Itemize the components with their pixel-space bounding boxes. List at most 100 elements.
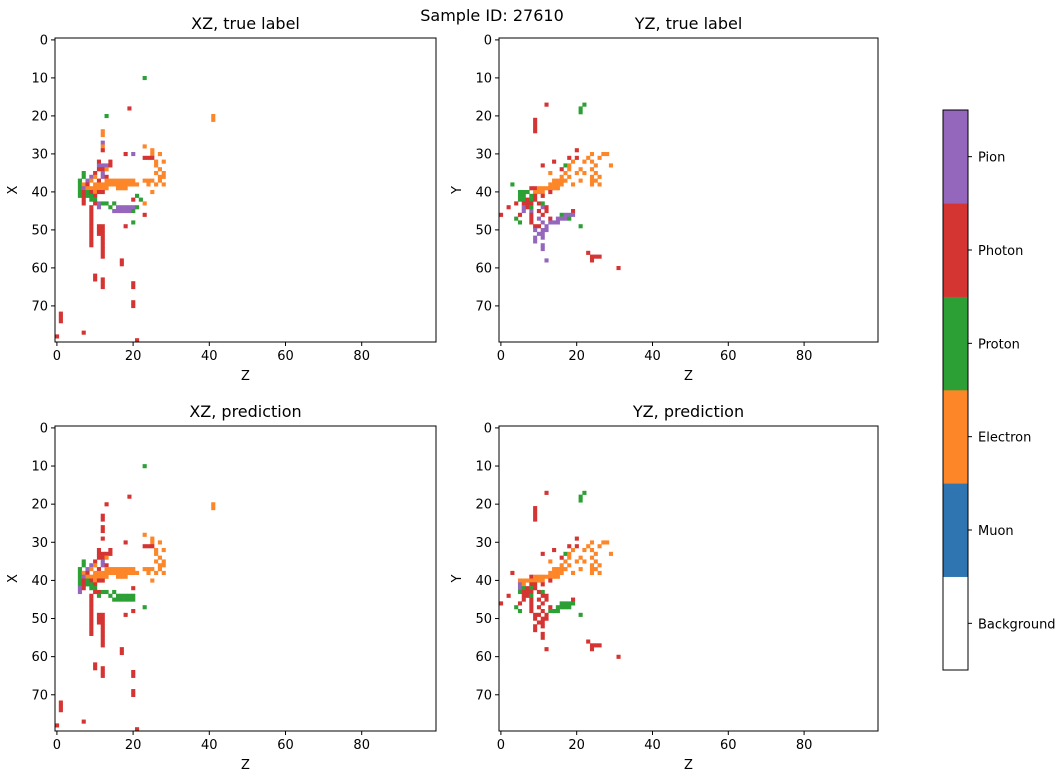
cell-photon (540, 582, 545, 587)
cell-electron (115, 574, 121, 579)
cell-photon (100, 616, 105, 621)
cell-electron (157, 555, 162, 560)
cell-proton (81, 559, 86, 564)
cell-electron (119, 570, 124, 575)
y-tick-label: 50 (31, 612, 48, 627)
cell-electron (582, 159, 587, 164)
cell-photon (131, 300, 136, 305)
cell-photon (544, 612, 549, 617)
cell-electron (601, 540, 606, 545)
cell-photon (533, 506, 538, 511)
cell-electron (552, 570, 557, 575)
panel-yz-true-label: YZ, true label 0 20 40 60 80 0 10 20 30 40 50 60 70 Z Y (450, 14, 879, 384)
cell-proton (108, 205, 113, 210)
x-tick-label: 0 (53, 738, 61, 753)
panel-title: YZ, true label (634, 14, 743, 33)
cell-electron (601, 152, 606, 157)
cell-photon (89, 597, 94, 602)
cell-photon (55, 334, 60, 339)
cell-proton (123, 593, 128, 598)
cell-pion (89, 563, 94, 568)
y-tick-label: 70 (475, 299, 492, 314)
cell-photon (93, 662, 98, 667)
cell-photon (108, 548, 113, 553)
y-tick-label: 20 (31, 498, 48, 513)
cell-photon (533, 125, 538, 130)
cell-photon (499, 212, 504, 217)
cell-electron (586, 155, 591, 160)
cell-photon (142, 155, 147, 160)
cell-pion (559, 216, 564, 221)
cell-photon (93, 171, 98, 176)
cell-photon (96, 178, 102, 183)
y-tick-label: 70 (31, 299, 48, 314)
cell-electron (104, 182, 109, 187)
cell-photon (123, 612, 128, 617)
cell-electron (567, 174, 572, 179)
cell-electron (559, 182, 564, 187)
cell-photon (89, 243, 94, 248)
cell-photon (100, 250, 105, 255)
cell-electron (540, 186, 545, 191)
cell-pion (552, 220, 557, 225)
cell-electron (115, 186, 121, 191)
cell-photon (533, 193, 538, 198)
cell-electron (548, 570, 553, 575)
cell-photon (533, 197, 538, 202)
cell-photon (58, 315, 63, 320)
cell-proton (529, 593, 534, 598)
cell-electron (555, 186, 560, 191)
cell-photon (593, 643, 598, 648)
cell-proton (552, 609, 557, 614)
cell-electron (112, 567, 117, 572)
cell-electron (104, 178, 109, 183)
cell-photon (548, 605, 553, 610)
cell-photon (89, 224, 94, 229)
cell-electron (93, 190, 98, 195)
cell-photon (127, 494, 132, 499)
cell-electron (517, 578, 523, 583)
cell-electron (608, 551, 613, 556)
cell-proton (142, 76, 147, 81)
cell-photon (96, 616, 102, 621)
cell-electron (567, 563, 572, 568)
cell-photon (521, 597, 526, 602)
cell-photon (100, 231, 105, 236)
cell-photon (521, 593, 526, 598)
cell-photon (89, 209, 94, 214)
cell-electron (567, 163, 572, 168)
cell-electron (104, 186, 109, 191)
cell-photon (89, 239, 94, 244)
cell-proton (100, 201, 105, 206)
cell-electron (119, 186, 124, 191)
cell-photon (100, 624, 105, 629)
cell-electron (552, 567, 557, 572)
cell-proton (138, 197, 143, 202)
cell-pion (115, 205, 121, 210)
cell-proton (131, 209, 136, 214)
cell-photon (616, 654, 621, 659)
cell-electron (548, 182, 553, 187)
cell-photon (146, 155, 151, 160)
cell-electron (555, 574, 560, 579)
figure-suptitle: Sample ID: 27610 (420, 6, 564, 25)
cell-photon (100, 277, 105, 282)
cell-electron (104, 574, 109, 579)
cell-photon (119, 650, 124, 656)
cell-proton (104, 589, 109, 595)
cell-electron (567, 555, 572, 560)
cell-photon (89, 190, 94, 195)
cell-photon (533, 517, 538, 522)
cell-pion (521, 205, 526, 210)
cell-photon (100, 525, 105, 530)
cell-electron (100, 133, 105, 138)
cell-electron (563, 171, 568, 176)
cell-electron (589, 167, 595, 172)
y-tick-label: 20 (475, 109, 492, 124)
cell-photon (540, 624, 545, 629)
cell-photon (131, 197, 136, 202)
cell-proton (89, 586, 94, 591)
cell-electron (142, 178, 147, 183)
cell-photon (100, 285, 105, 290)
cell-electron (93, 182, 98, 187)
